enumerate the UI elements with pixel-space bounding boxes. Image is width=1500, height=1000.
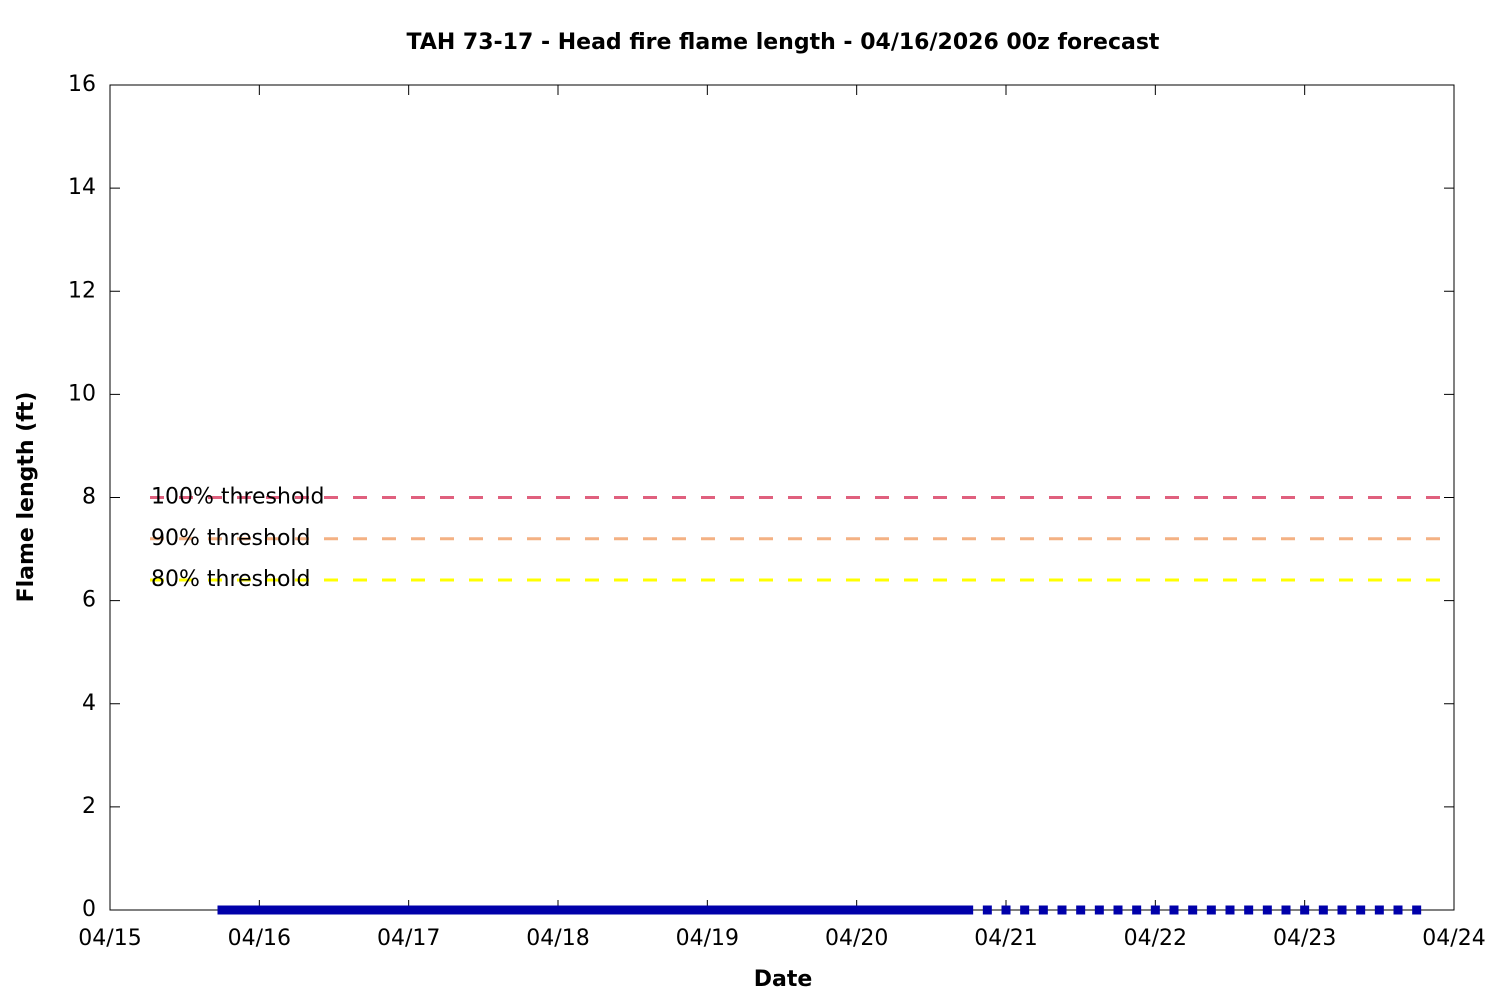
x-tick-label: 04/18: [526, 926, 589, 951]
x-tick-label: 04/21: [974, 926, 1037, 951]
x-tick-label: 04/16: [228, 926, 291, 951]
threshold-label: 100% threshold: [151, 485, 325, 510]
x-tick-label: 04/15: [78, 926, 141, 951]
data-point: [1076, 905, 1086, 915]
x-tick-label: 04/17: [377, 926, 440, 951]
data-point: [1038, 905, 1048, 915]
x-axis-label: Date: [754, 967, 813, 992]
x-tick-label: 04/19: [676, 926, 739, 951]
data-point: [982, 905, 992, 915]
x-tick-label: 04/24: [1422, 926, 1485, 951]
y-axis-label: Flame length (ft): [14, 392, 39, 603]
data-point: [1225, 905, 1235, 915]
x-tick-label: 04/23: [1273, 926, 1336, 951]
data-point: [1020, 905, 1030, 915]
y-tick-label: 6: [82, 588, 96, 613]
data-point: [1300, 905, 1310, 915]
data-point: [1412, 905, 1422, 915]
threshold-label: 90% threshold: [151, 526, 311, 551]
data-point: [1094, 905, 1104, 915]
y-tick-label: 4: [82, 691, 96, 716]
data-point: [1337, 905, 1347, 915]
y-tick-label: 16: [68, 72, 96, 97]
data-point: [1001, 905, 1011, 915]
data-point: [1356, 905, 1366, 915]
y-tick-label: 2: [82, 794, 96, 819]
data-point: [1393, 905, 1403, 915]
y-tick-label: 8: [82, 485, 96, 510]
threshold-label: 80% threshold: [151, 567, 311, 592]
data-point: [1132, 905, 1142, 915]
data-point: [1281, 905, 1291, 915]
x-tick-label: 04/22: [1124, 926, 1187, 951]
data-point: [1262, 905, 1272, 915]
y-tick-label: 12: [68, 278, 96, 303]
data-point: [1169, 905, 1179, 915]
data-point: [1188, 905, 1198, 915]
y-tick-label: 14: [68, 175, 96, 200]
y-tick-label: 10: [68, 381, 96, 406]
data-point: [1318, 905, 1328, 915]
data-point: [1150, 905, 1160, 915]
chart-title: TAH 73-17 - Head fire flame length - 04/…: [407, 30, 1160, 55]
data-point: [1057, 905, 1067, 915]
data-point: [1244, 905, 1254, 915]
data-point: [1374, 905, 1384, 915]
data-point: [1206, 905, 1216, 915]
data-point: [1113, 905, 1123, 915]
x-tick-label: 04/20: [825, 926, 888, 951]
y-tick-label: 0: [82, 897, 96, 922]
